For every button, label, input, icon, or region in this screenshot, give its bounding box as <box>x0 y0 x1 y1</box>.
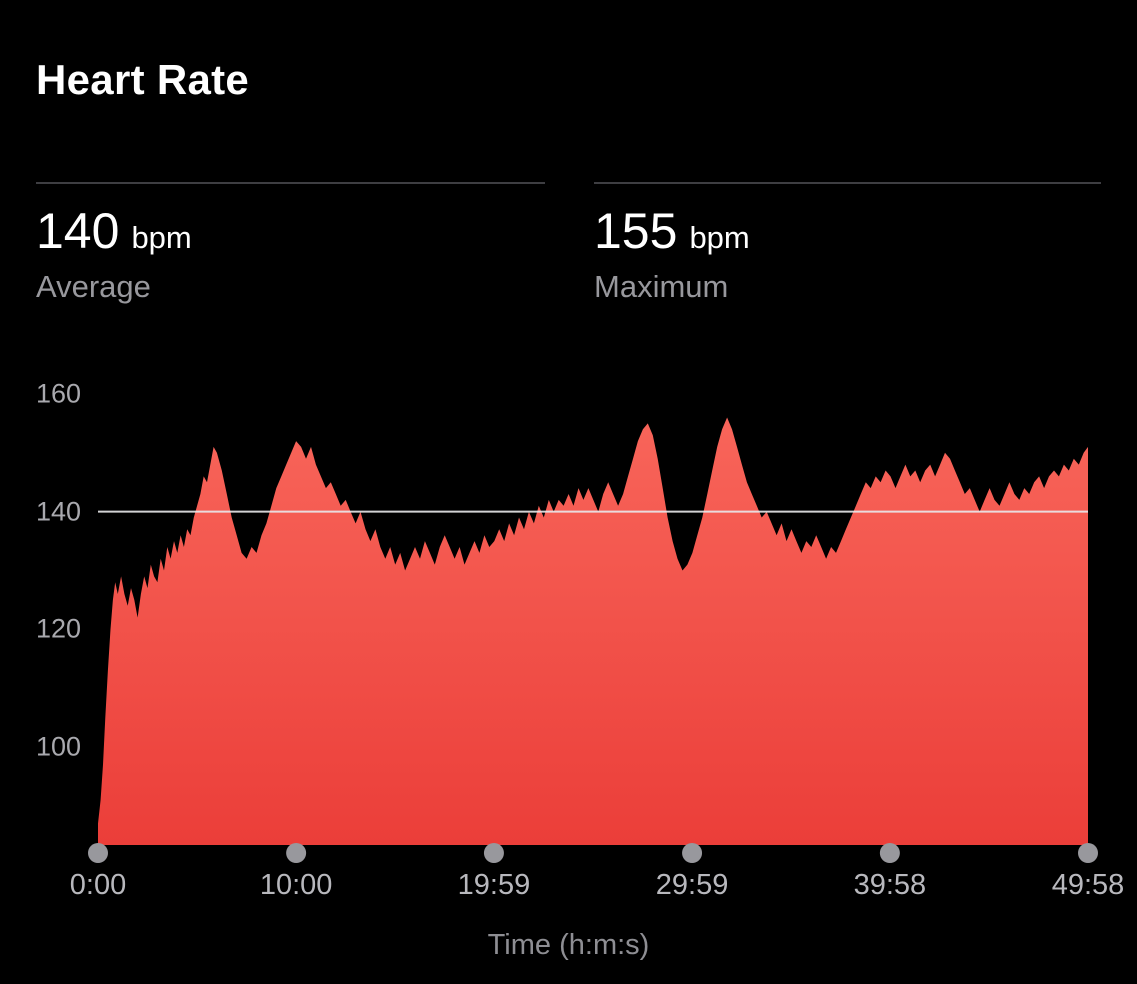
x-axis-dot-5 <box>1078 843 1098 863</box>
x-axis-dot-2 <box>483 843 504 863</box>
y-axis-tick-100: 100 <box>36 731 82 762</box>
y-axis-tick-160: 160 <box>36 378 82 409</box>
maximum-unit: bpm <box>689 220 750 255</box>
maximum-label: Maximum <box>594 269 729 304</box>
average-label: Average <box>36 269 151 304</box>
heart-rate-area-series <box>98 417 1088 845</box>
x-axis-dot-3 <box>682 843 703 863</box>
x-axis-tick-0: 0:00 <box>69 869 127 901</box>
average-value-line: 140 bpm <box>36 204 545 259</box>
maximum-value-line: 155 bpm <box>594 204 1101 259</box>
x-axis-tick-1: 10:00 <box>259 869 333 901</box>
x-axis-dot-0 <box>88 843 108 863</box>
stat-maximum: 155 bpm Maximum <box>594 182 1101 305</box>
x-axis-tick-4: 39:58 <box>853 869 927 901</box>
page-title: Heart Rate <box>36 56 250 104</box>
x-axis-dot-4 <box>879 843 900 863</box>
x-axis-title: Time (h:m:s) <box>487 929 650 961</box>
x-axis-tick-3: 29:59 <box>655 869 729 901</box>
average-unit: bpm <box>131 220 192 255</box>
x-axis-tick-2: 19:59 <box>457 869 531 901</box>
y-axis-tick-140: 140 <box>36 496 82 527</box>
x-axis-dot-1 <box>286 843 307 863</box>
x-axis-tick-5: 49:58 <box>1051 869 1125 901</box>
maximum-value: 155 <box>594 203 678 259</box>
stat-average: 140 bpm Average <box>36 182 545 305</box>
y-axis-tick-120: 120 <box>36 613 82 644</box>
average-value: 140 <box>36 203 120 259</box>
